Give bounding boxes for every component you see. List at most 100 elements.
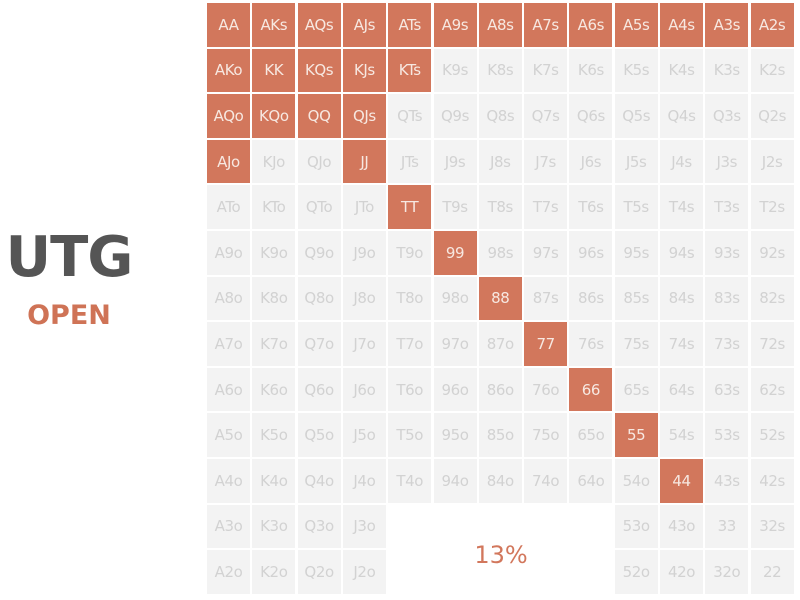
hand-cell-AJo: AJo — [207, 139, 250, 184]
hand-cell-KQo: KQo — [252, 94, 296, 138]
hand-cell-66: 66 — [569, 367, 613, 412]
hand-cell-Q4s: Q4s — [660, 94, 703, 138]
hand-cell-43s: 43s — [705, 459, 749, 503]
hand-cell-K6s: K6s — [569, 48, 613, 93]
hand-cell-A6o: A6o — [207, 367, 250, 412]
empty-hand-cell — [569, 504, 613, 549]
hand-cell-Q8o: Q8o — [297, 276, 341, 321]
hand-cell-K2o: K2o — [252, 550, 296, 594]
empty-hand-cell — [524, 504, 568, 549]
hand-cell-Q3o: Q3o — [297, 504, 341, 549]
hand-cell-52s: 52s — [750, 413, 794, 457]
position-panel: UTG OPEN — [0, 225, 138, 331]
hand-cell-AA: AA — [207, 3, 250, 47]
hand-cell-KTs: KTs — [388, 48, 432, 93]
hand-cell-A2o: A2o — [207, 550, 250, 594]
hand-cell-86o: 86o — [478, 367, 522, 412]
hand-cell-T3s: T3s — [705, 185, 749, 229]
hand-cell-99: 99 — [433, 231, 477, 275]
hand-cell-K4o: K4o — [252, 459, 296, 503]
hand-cell-T9s: T9s — [433, 185, 477, 229]
hand-cell-T5o: T5o — [388, 413, 432, 457]
hand-cell-98o: 98o — [433, 276, 477, 321]
hand-cell-T6s: T6s — [569, 185, 613, 229]
hand-cell-A4o: A4o — [207, 459, 250, 503]
hand-cell-AQo: AQo — [207, 94, 250, 138]
hand-cell-76s: 76s — [569, 322, 613, 366]
hand-cell-K5o: K5o — [252, 413, 296, 457]
hand-cell-32o: 32o — [705, 550, 749, 594]
hand-cell-J8o: J8o — [342, 276, 386, 321]
hand-cell-65s: 65s — [614, 367, 658, 412]
hand-cell-AQs: AQs — [297, 3, 341, 47]
hand-cell-96o: 96o — [433, 367, 477, 412]
hand-cell-87o: 87o — [478, 322, 522, 366]
hand-cell-98s: 98s — [478, 231, 522, 275]
hand-cell-JJ: JJ — [342, 139, 386, 184]
action-label: OPEN — [27, 300, 111, 331]
empty-hand-cell — [569, 550, 613, 594]
hand-cell-K9o: K9o — [252, 231, 296, 275]
hand-cell-53s: 53s — [705, 413, 749, 457]
hand-cell-J7s: J7s — [524, 139, 568, 184]
hand-cell-J5o: J5o — [342, 413, 386, 457]
hand-cell-Q8s: Q8s — [478, 94, 522, 138]
hand-cell-53o: 53o — [614, 504, 658, 549]
hand-cell-Q9s: Q9s — [433, 94, 477, 138]
hand-cell-87s: 87s — [524, 276, 568, 321]
hand-cell-86s: 86s — [569, 276, 613, 321]
hand-cell-J8s: J8s — [478, 139, 522, 184]
hand-cell-A2s: A2s — [750, 3, 794, 47]
hand-cell-AKs: AKs — [252, 3, 296, 47]
hand-cell-83s: 83s — [705, 276, 749, 321]
empty-hand-cell — [388, 504, 432, 549]
hand-cell-77: 77 — [524, 322, 568, 366]
hand-cell-32s: 32s — [750, 504, 794, 549]
hand-cell-T5s: T5s — [614, 185, 658, 229]
empty-hand-cell — [433, 550, 477, 594]
hand-cell-42o: 42o — [660, 550, 703, 594]
hand-cell-75s: 75s — [614, 322, 658, 366]
hand-cell-93s: 93s — [705, 231, 749, 275]
empty-hand-cell — [478, 504, 522, 549]
hand-cell-K8o: K8o — [252, 276, 296, 321]
hand-cell-KTo: KTo — [252, 185, 296, 229]
empty-hand-cell — [524, 550, 568, 594]
hand-cell-42s: 42s — [750, 459, 794, 503]
hand-cell-43o: 43o — [660, 504, 703, 549]
hand-cell-A7o: A7o — [207, 322, 250, 366]
hand-cell-J4s: J4s — [660, 139, 703, 184]
hand-cell-KK: KK — [252, 48, 296, 93]
hand-cell-T9o: T9o — [388, 231, 432, 275]
hand-cell-82s: 82s — [750, 276, 794, 321]
hand-cell-J6s: J6s — [569, 139, 613, 184]
position-label: UTG — [5, 225, 134, 290]
hand-cell-64o: 64o — [569, 459, 613, 503]
hand-cell-92s: 92s — [750, 231, 794, 275]
hand-cell-Q4o: Q4o — [297, 459, 341, 503]
hand-cell-Q5s: Q5s — [614, 94, 658, 138]
hand-cell-97o: 97o — [433, 322, 477, 366]
hand-cell-J4o: J4o — [342, 459, 386, 503]
hand-cell-A9o: A9o — [207, 231, 250, 275]
hand-cell-T6o: T6o — [388, 367, 432, 412]
hand-cell-ATo: ATo — [207, 185, 250, 229]
hand-cell-88: 88 — [478, 276, 522, 321]
hand-cell-94s: 94s — [660, 231, 703, 275]
hand-cell-K8s: K8s — [478, 48, 522, 93]
hand-cell-A6s: A6s — [569, 3, 613, 47]
hand-cell-KJo: KJo — [252, 139, 296, 184]
hand-cell-A4s: A4s — [660, 3, 703, 47]
hand-cell-55: 55 — [614, 413, 658, 457]
hand-cell-74s: 74s — [660, 322, 703, 366]
hand-cell-AKo: AKo — [207, 48, 250, 93]
hand-cell-A3o: A3o — [207, 504, 250, 549]
hand-cell-AJs: AJs — [342, 3, 386, 47]
hand-cell-Q7s: Q7s — [524, 94, 568, 138]
hand-cell-85s: 85s — [614, 276, 658, 321]
hand-cell-Q5o: Q5o — [297, 413, 341, 457]
hand-range-grid: AA AKs AQs AJs ATs A9s A8s A7s A6s A5s A4s A3s A2s AK… — [207, 3, 796, 596]
hand-cell-J7o: J7o — [342, 322, 386, 366]
hand-cell-J3o: J3o — [342, 504, 386, 549]
hand-cell-Q2s: Q2s — [750, 94, 794, 138]
